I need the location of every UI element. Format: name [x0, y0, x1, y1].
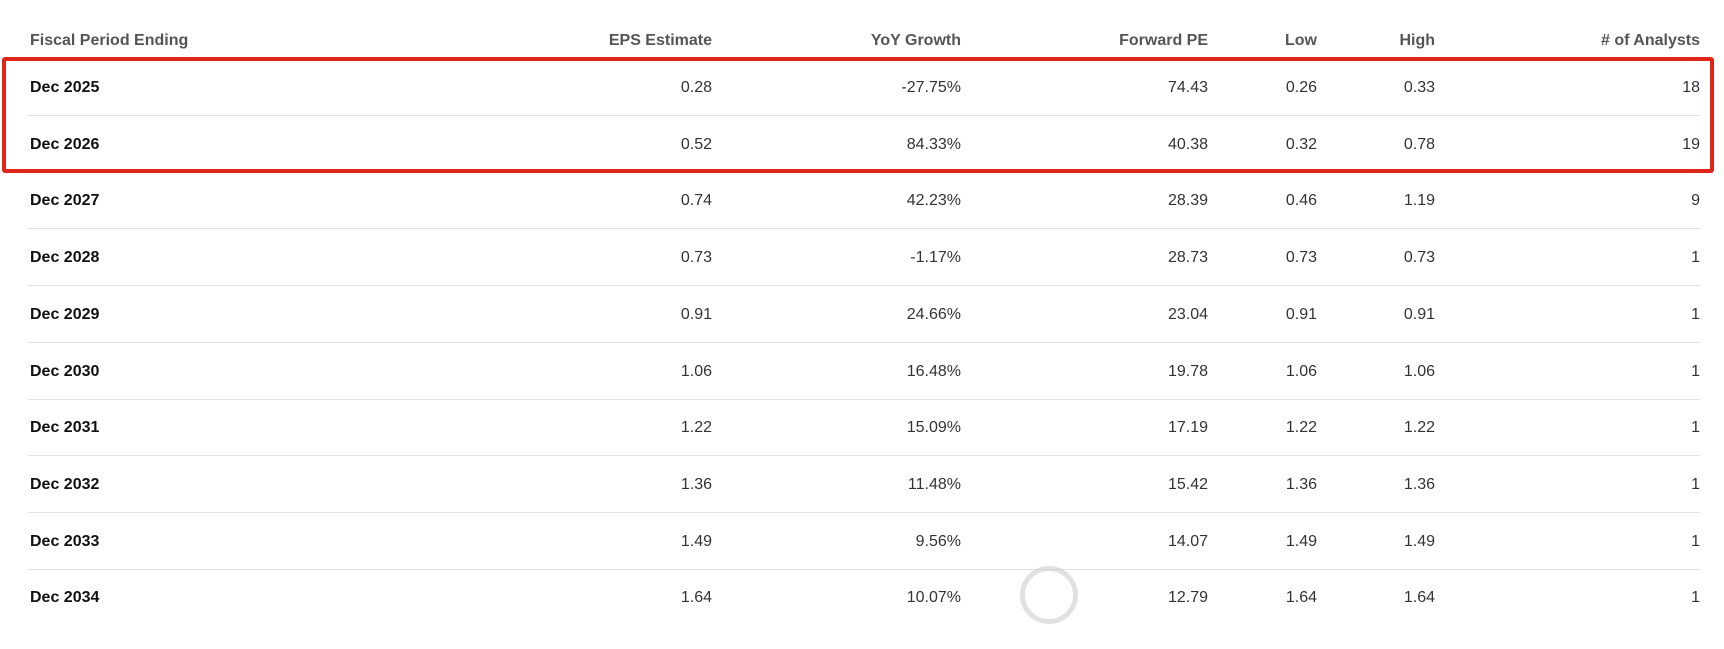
- cell-yoy-growth: -1.17%: [910, 249, 961, 267]
- cell-forward-pe: 19.78: [1167, 362, 1208, 380]
- cell-fiscal-period: Dec 2026: [30, 135, 100, 153]
- cell-fiscal-period: Dec 2025: [30, 79, 100, 96]
- cell-yoy-growth: 84.33%: [906, 135, 961, 153]
- header-high[interactable]: High: [1399, 32, 1435, 49]
- table-row: Dec 2025 0.28 -27.75% 74.43 0.26 0.33 18: [0, 60, 1724, 116]
- cell-eps-estimate: 1.49: [680, 532, 712, 550]
- cell-eps-estimate: 1.06: [680, 362, 712, 380]
- cell-yoy-growth: 9.56%: [915, 532, 961, 550]
- cell-eps-estimate: 0.28: [680, 79, 712, 96]
- cell-low: 0.46: [1285, 192, 1317, 210]
- row-divider: [28, 228, 1700, 230]
- cell-yoy-growth: 16.48%: [906, 362, 961, 380]
- cell-high: 1.49: [1403, 532, 1435, 550]
- cell-analyst-count: 9: [1691, 192, 1700, 210]
- cell-eps-estimate: 0.91: [680, 305, 712, 323]
- xueqiu-logo-icon: [1020, 566, 1078, 624]
- cell-low: 1.22: [1285, 419, 1317, 437]
- row-divider: [28, 341, 1700, 343]
- cell-analyst-count: 1: [1691, 589, 1700, 607]
- cell-low: 0.73: [1285, 249, 1317, 267]
- cell-fiscal-period: Dec 2031: [30, 419, 100, 437]
- cell-fiscal-period: Dec 2029: [30, 305, 100, 323]
- cell-high: 0.91: [1403, 305, 1435, 323]
- table-row: Dec 2029 0.91 24.66% 23.04 0.91 0.91 1: [0, 287, 1724, 343]
- table-row: Dec 2033 1.49 9.56% 14.07 1.49 1.49 1: [0, 514, 1724, 570]
- cell-low: 0.91: [1285, 305, 1317, 323]
- cell-analyst-count: 1: [1691, 305, 1700, 323]
- cell-forward-pe: 28.39: [1167, 192, 1208, 210]
- cell-yoy-growth: 11.48%: [907, 475, 961, 493]
- cell-high: 0.78: [1403, 135, 1435, 153]
- cell-eps-estimate: 1.36: [680, 475, 712, 493]
- row-divider: [28, 568, 1700, 570]
- cell-analyst-count: 1: [1691, 475, 1700, 493]
- table-row: Dec 2028 0.73 -1.17% 28.73 0.73 0.73 1: [0, 230, 1724, 287]
- cell-analyst-count: 1: [1691, 249, 1700, 267]
- cell-low: 0.26: [1285, 79, 1317, 96]
- cell-eps-estimate: 0.52: [680, 135, 712, 153]
- cell-fiscal-period: Dec 2033: [30, 532, 100, 550]
- cell-fiscal-period: Dec 2032: [30, 475, 100, 493]
- cell-high: 1.19: [1403, 192, 1435, 210]
- cell-yoy-growth: 10.07%: [906, 589, 961, 607]
- cell-forward-pe: 12.79: [1167, 589, 1208, 607]
- cell-high: 0.33: [1403, 79, 1435, 96]
- cell-eps-estimate: 1.64: [680, 589, 712, 607]
- highlight-box: [2, 57, 1714, 173]
- cell-eps-estimate: 0.73: [680, 249, 712, 267]
- cell-yoy-growth: 42.23%: [906, 192, 961, 210]
- cell-yoy-growth: 24.66%: [906, 305, 961, 323]
- cell-low: 1.64: [1285, 589, 1317, 607]
- cell-low: 1.06: [1285, 362, 1317, 380]
- cell-fiscal-period: Dec 2027: [30, 192, 100, 210]
- cell-low: 0.32: [1285, 135, 1317, 153]
- header-analyst-count[interactable]: # of Analysts: [1601, 32, 1700, 49]
- row-divider: [28, 455, 1700, 457]
- cell-eps-estimate: 1.22: [680, 419, 712, 437]
- cell-high: 1.36: [1403, 475, 1435, 493]
- cell-high: 1.06: [1403, 362, 1435, 380]
- cell-yoy-growth: 15.09%: [906, 419, 961, 437]
- cell-forward-pe: 15.42: [1167, 475, 1208, 493]
- row-divider: [28, 511, 1700, 513]
- table-row: Dec 2034 1.64 10.07% 12.79 1.64 1.64 1: [0, 570, 1724, 626]
- cell-fiscal-period: Dec 2030: [30, 362, 100, 380]
- row-divider: [28, 285, 1700, 287]
- cell-fiscal-period: Dec 2028: [30, 249, 100, 267]
- cell-yoy-growth: -27.75%: [901, 79, 961, 96]
- cell-high: 1.64: [1403, 589, 1435, 607]
- cell-eps-estimate: 0.74: [680, 192, 712, 210]
- header-low[interactable]: Low: [1285, 32, 1317, 49]
- cell-analyst-count: 18: [1682, 79, 1700, 96]
- row-divider: [28, 398, 1700, 400]
- table-row: Dec 2032 1.36 11.48% 15.42 1.36 1.36 1: [0, 457, 1724, 513]
- cell-forward-pe: 14.07: [1167, 532, 1208, 550]
- cell-high: 1.22: [1403, 419, 1435, 437]
- cell-analyst-count: 1: [1691, 362, 1700, 380]
- cell-low: 1.36: [1285, 475, 1317, 493]
- cell-forward-pe: 17.19: [1167, 419, 1208, 437]
- cell-analyst-count: 19: [1682, 135, 1700, 153]
- cell-high: 0.73: [1403, 249, 1435, 267]
- cell-analyst-count: 1: [1691, 419, 1700, 437]
- cell-forward-pe: 23.04: [1167, 305, 1208, 323]
- table-row: Dec 2031 1.22 15.09% 17.19 1.22 1.22 1: [0, 400, 1724, 457]
- header-yoy-growth[interactable]: YoY Growth: [870, 32, 961, 49]
- header-fiscal-period[interactable]: Fiscal Period Ending: [30, 32, 189, 49]
- cell-forward-pe: 40.38: [1167, 135, 1208, 153]
- table-row: Dec 2030 1.06 16.48% 19.78 1.06 1.06 1: [0, 344, 1724, 400]
- header-eps-estimate[interactable]: EPS Estimate: [608, 32, 712, 49]
- cell-low: 1.49: [1285, 532, 1317, 550]
- cell-fiscal-period: Dec 2034: [30, 589, 100, 607]
- cell-forward-pe: 74.43: [1167, 79, 1208, 96]
- cell-forward-pe: 28.73: [1167, 249, 1208, 267]
- header-forward-pe[interactable]: Forward PE: [1119, 32, 1208, 49]
- row-divider: [28, 115, 1700, 116]
- cell-analyst-count: 1: [1691, 532, 1700, 550]
- table-header: Fiscal Period Ending EPS Estimate YoY Grow…: [0, 18, 1724, 64]
- table-row: Dec 2027 0.74 42.23% 28.39 0.46 1.19 9: [0, 173, 1724, 230]
